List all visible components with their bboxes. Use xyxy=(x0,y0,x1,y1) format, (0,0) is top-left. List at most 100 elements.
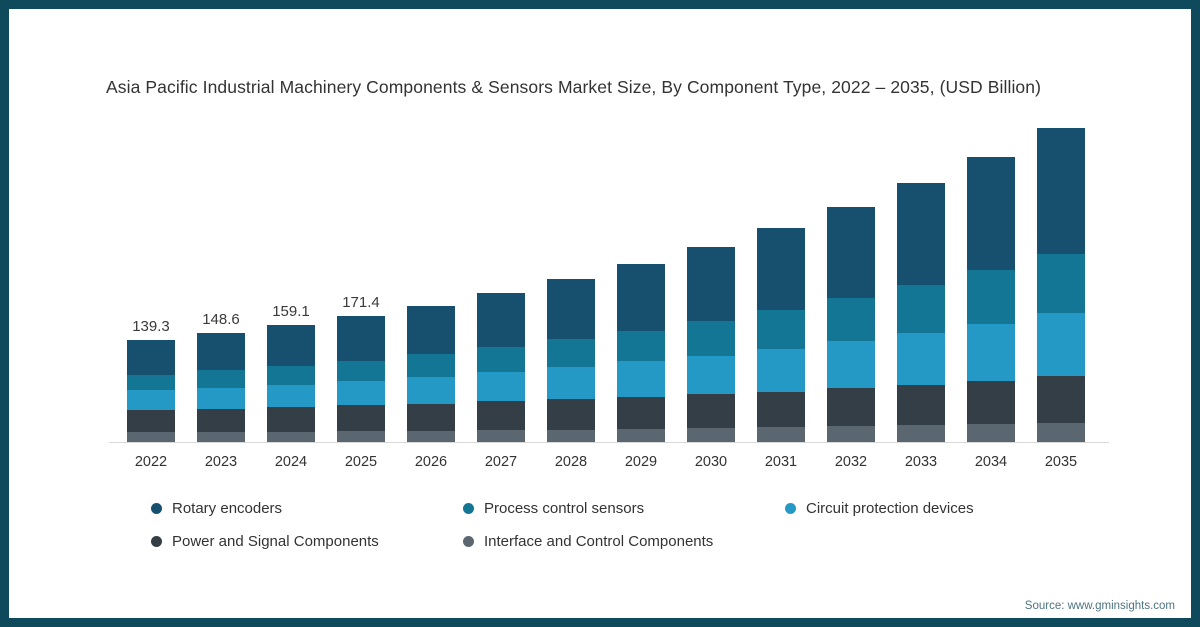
segment-circuit-protection-devices-2025 xyxy=(337,381,385,406)
segment-rotary-encoders-2035 xyxy=(1037,127,1085,255)
legend-item-rotary-encoders: Rotary encoders xyxy=(151,500,463,517)
segment-circuit-protection-devices-2023 xyxy=(197,387,245,409)
segment-process-control-sensors-2033 xyxy=(897,285,945,333)
segment-interface-and-control-components-2031 xyxy=(757,427,805,442)
legend-item-power-and-signal-components: Power and Signal Components xyxy=(151,533,463,550)
legend-marker-rotary-encoders xyxy=(151,503,162,514)
bar-group-2026 xyxy=(407,284,455,442)
segment-process-control-sensors-2027 xyxy=(477,347,525,373)
stacked-bar-2027 xyxy=(477,293,525,442)
segment-process-control-sensors-2030 xyxy=(687,321,735,356)
bar-group-2022: 139.3 xyxy=(127,318,175,442)
segment-circuit-protection-devices-2033 xyxy=(897,332,945,385)
segment-rotary-encoders-2034 xyxy=(967,156,1015,271)
segment-power-and-signal-components-2027 xyxy=(477,401,525,431)
segment-power-and-signal-components-2022 xyxy=(127,409,175,433)
segment-rotary-encoders-2022 xyxy=(127,339,175,375)
legend-marker-circuit-protection-devices xyxy=(785,503,796,514)
bar-group-2033 xyxy=(897,161,945,442)
segment-circuit-protection-devices-2029 xyxy=(617,361,665,397)
stacked-bar-2029 xyxy=(617,263,665,442)
segment-rotary-encoders-2033 xyxy=(897,183,945,286)
stacked-bar-2028 xyxy=(547,279,595,442)
segment-rotary-encoders-2032 xyxy=(827,206,875,299)
legend-item-process-control-sensors: Process control sensors xyxy=(463,500,785,517)
source-attribution: Source: www.gminsights.com xyxy=(1024,600,1175,612)
x-axis-label-2025: 2025 xyxy=(344,454,378,470)
bar-group-2024: 159.1 xyxy=(267,303,315,442)
x-axis-label-2033: 2033 xyxy=(904,454,938,470)
segment-rotary-encoders-2023 xyxy=(197,333,245,371)
plot-area: 139.3 148.6 159.1 171.4 2022 2023 2024 2025 202… xyxy=(109,98,1109,470)
segment-circuit-protection-devices-2032 xyxy=(827,341,875,389)
segment-power-and-signal-components-2026 xyxy=(407,403,455,431)
segment-process-control-sensors-2022 xyxy=(127,374,175,391)
segment-rotary-encoders-2027 xyxy=(477,293,525,348)
segment-interface-and-control-components-2029 xyxy=(617,428,665,442)
bar-group-2035 xyxy=(1037,106,1085,442)
bars-row: 139.3 148.6 159.1 171.4 xyxy=(109,98,1109,443)
legend-label-interface-and-control-components: Interface and Control Components xyxy=(484,533,714,550)
segment-power-and-signal-components-2035 xyxy=(1037,376,1085,423)
segment-circuit-protection-devices-2034 xyxy=(967,323,1015,382)
bar-group-2027 xyxy=(477,271,525,442)
bar-group-2028 xyxy=(547,257,595,442)
segment-power-and-signal-components-2033 xyxy=(897,384,945,426)
chart-title: Asia Pacific Industrial Machinery Compon… xyxy=(106,77,1042,97)
legend-label-power-and-signal-components: Power and Signal Components xyxy=(172,533,379,550)
stacked-bar-2032 xyxy=(827,206,875,442)
segment-process-control-sensors-2029 xyxy=(617,330,665,362)
segment-circuit-protection-devices-2031 xyxy=(757,348,805,392)
segment-circuit-protection-devices-2035 xyxy=(1037,313,1085,377)
segment-circuit-protection-devices-2026 xyxy=(407,377,455,404)
segment-rotary-encoders-2028 xyxy=(547,279,595,340)
segment-power-and-signal-components-2030 xyxy=(687,394,735,429)
x-axis-label-2024: 2024 xyxy=(274,454,308,470)
bar-group-2025: 171.4 xyxy=(337,294,385,442)
bar-group-2032 xyxy=(827,185,875,442)
legend: Rotary encoders Process control sensors Ci… xyxy=(151,500,1191,550)
segment-circuit-protection-devices-2030 xyxy=(687,355,735,395)
bar-group-2023: 148.6 xyxy=(197,311,245,442)
segment-rotary-encoders-2026 xyxy=(407,305,455,355)
x-axis-labels: 2022 2023 2024 2025 2026 2027 2028 2029 2030 2031… xyxy=(109,454,1109,470)
x-axis-label-2023: 2023 xyxy=(204,454,238,470)
value-label-2025: 171.4 xyxy=(342,294,380,312)
x-axis-label-2026: 2026 xyxy=(414,454,448,470)
segment-power-and-signal-components-2034 xyxy=(967,381,1015,424)
segment-interface-and-control-components-2026 xyxy=(407,431,455,442)
segment-process-control-sensors-2026 xyxy=(407,354,455,378)
bar-group-2031 xyxy=(757,206,805,442)
segment-interface-and-control-components-2028 xyxy=(547,429,595,442)
segment-power-and-signal-components-2025 xyxy=(337,405,385,432)
stacked-bar-2025 xyxy=(337,316,385,442)
segment-power-and-signal-components-2029 xyxy=(617,396,665,429)
stacked-bar-2026 xyxy=(407,305,455,442)
legend-marker-process-control-sensors xyxy=(463,503,474,514)
legend-label-circuit-protection-devices: Circuit protection devices xyxy=(806,500,974,517)
segment-interface-and-control-components-2024 xyxy=(267,431,315,442)
segment-power-and-signal-components-2024 xyxy=(267,407,315,432)
segment-process-control-sensors-2035 xyxy=(1037,254,1085,314)
segment-circuit-protection-devices-2022 xyxy=(127,390,175,410)
segment-rotary-encoders-2025 xyxy=(337,316,385,361)
stacked-bar-2030 xyxy=(687,246,735,442)
x-axis-label-2028: 2028 xyxy=(554,454,588,470)
segment-process-control-sensors-2025 xyxy=(337,360,385,382)
segment-rotary-encoders-2031 xyxy=(757,227,805,311)
stacked-bar-2023 xyxy=(197,333,245,442)
segment-rotary-encoders-2024 xyxy=(267,325,315,367)
value-label-2024: 159.1 xyxy=(272,303,310,321)
legend-label-rotary-encoders: Rotary encoders xyxy=(172,500,283,517)
stacked-bar-2024 xyxy=(267,325,315,442)
legend-label-process-control-sensors: Process control sensors xyxy=(484,500,645,517)
segment-power-and-signal-components-2028 xyxy=(547,399,595,430)
legend-item-circuit-protection-devices: Circuit protection devices xyxy=(785,500,1191,517)
segment-interface-and-control-components-2025 xyxy=(337,431,385,442)
segment-process-control-sensors-2032 xyxy=(827,298,875,342)
segment-circuit-protection-devices-2027 xyxy=(477,372,525,402)
stacked-bar-2022 xyxy=(127,339,175,442)
segment-process-control-sensors-2031 xyxy=(757,310,805,349)
x-axis-label-2034: 2034 xyxy=(974,454,1008,470)
